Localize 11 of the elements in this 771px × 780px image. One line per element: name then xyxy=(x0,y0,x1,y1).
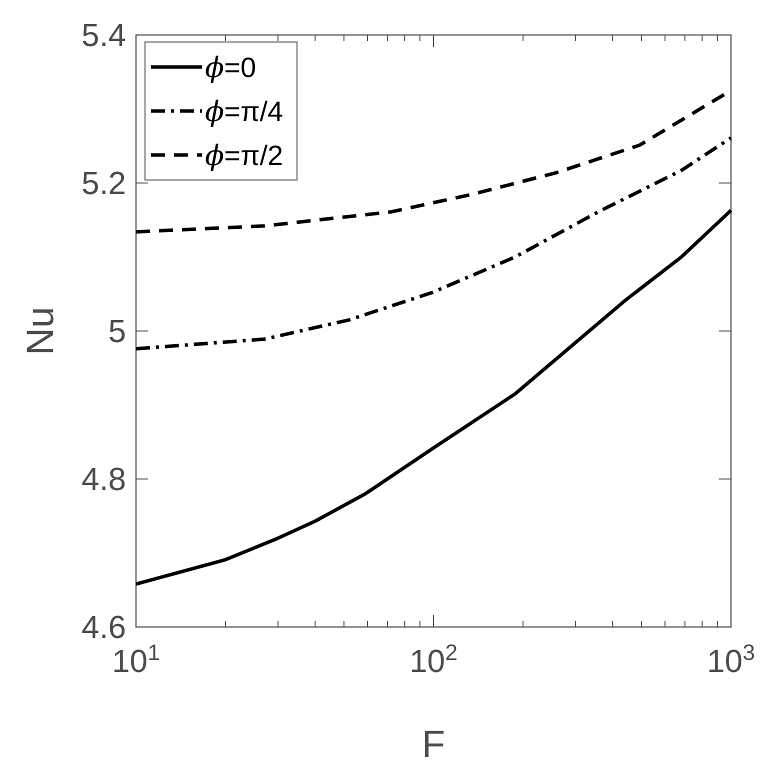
y-axis-title: Nu xyxy=(20,306,62,356)
y-tick-label: 4.8 xyxy=(82,461,126,497)
x-axis-title: F xyxy=(422,724,446,766)
y-tick-label: 5.4 xyxy=(82,17,126,53)
y-tick-label: 5.2 xyxy=(82,165,126,201)
x-tick-label: 10$^{3}$ xyxy=(706,640,756,679)
legend-label: ϕ=π/4 xyxy=(205,95,284,128)
y-tick-label: 5 xyxy=(108,313,126,349)
legend-label: ϕ=π/2 xyxy=(205,139,284,172)
legend-label: ϕ=0 xyxy=(205,51,256,84)
x-tick-label: 10$^{2}$ xyxy=(409,640,458,679)
